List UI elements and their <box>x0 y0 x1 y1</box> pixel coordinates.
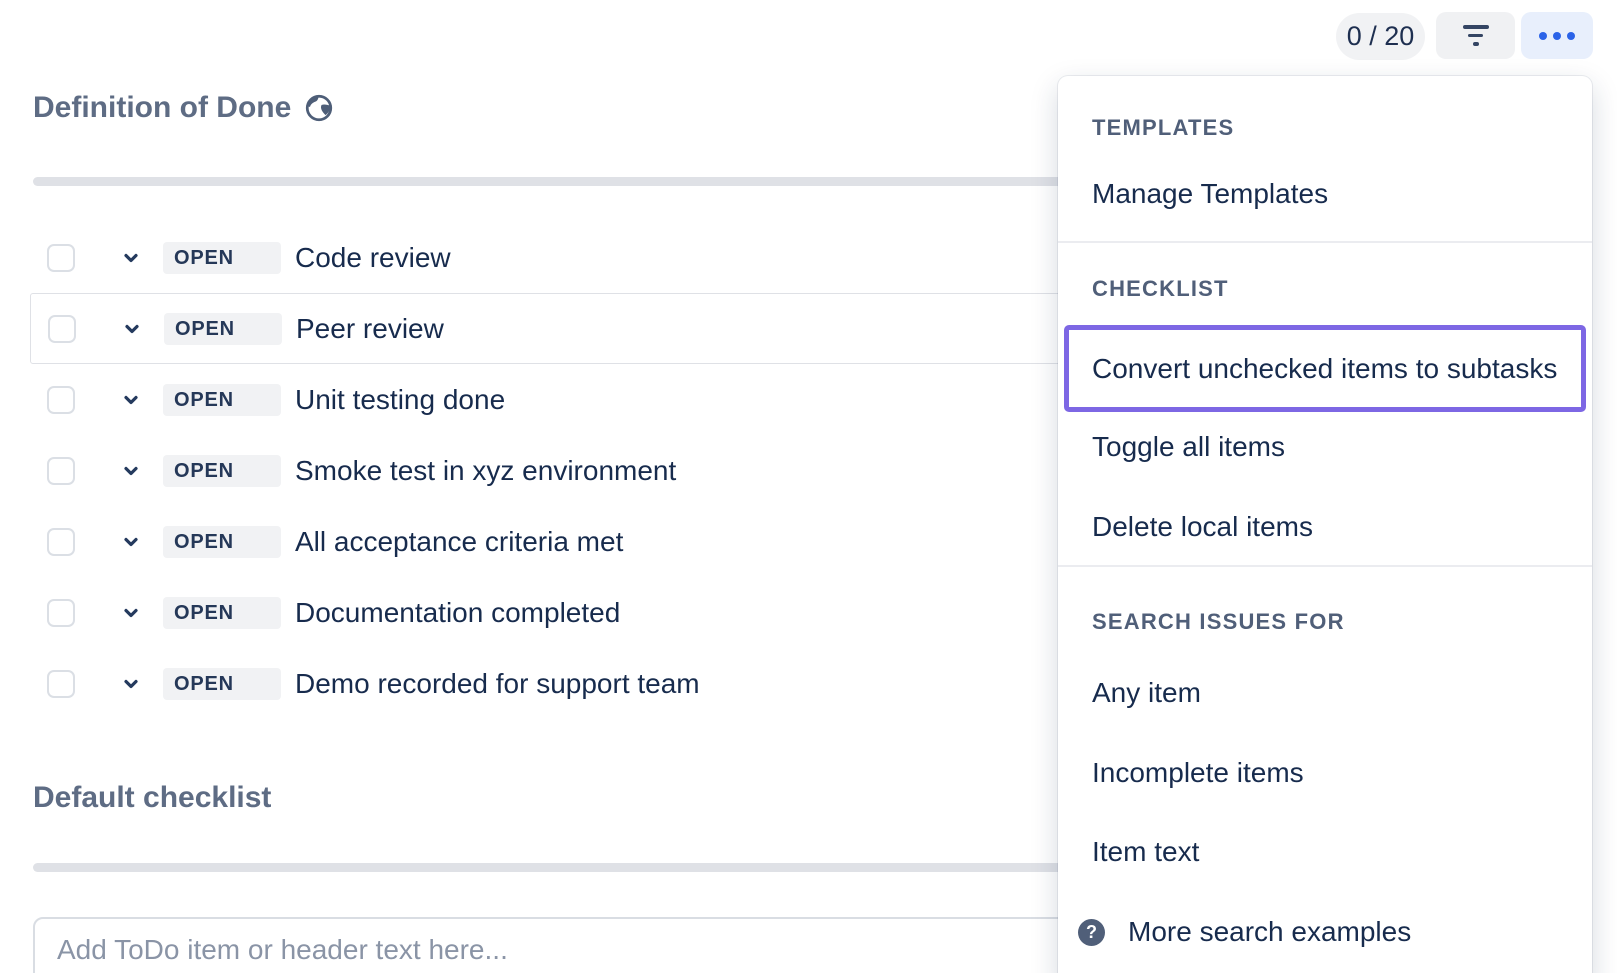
chevron-down-icon[interactable] <box>121 390 141 410</box>
menu-item-label: More search examples <box>1128 916 1412 947</box>
checklist-item-row[interactable]: OPEN Unit testing done <box>30 364 1584 435</box>
checklist-title-text: Definition of Done <box>33 91 292 124</box>
item-checkbox[interactable] <box>48 314 76 343</box>
menu-section-checklist: CHECKLIST <box>1092 276 1229 301</box>
item-checkbox[interactable] <box>47 456 75 485</box>
chevron-down-icon[interactable] <box>121 248 141 268</box>
menu-item-convert-unchecked-to-subtasks[interactable]: Convert unchecked items to subtasks <box>1064 325 1586 412</box>
checklist-item-row[interactable]: OPEN Smoke test in xyz environment <box>30 435 1584 506</box>
more-options-menu: TEMPLATES Manage Templates CHECKLIST Con… <box>1058 76 1592 973</box>
checklist-item-row[interactable]: OPEN Code review <box>30 222 1584 293</box>
checklist-item-row[interactable]: OPEN All acceptance criteria met <box>30 506 1584 577</box>
status-badge[interactable]: OPEN <box>163 667 281 700</box>
status-badge[interactable]: OPEN <box>163 241 281 274</box>
progress-bar <box>33 863 1584 872</box>
menu-item-incomplete-items[interactable]: Incomplete items <box>1092 757 1304 788</box>
menu-item-label: Convert unchecked items to subtasks <box>1092 352 1558 384</box>
checklist-title-text: Default checklist <box>33 781 272 814</box>
menu-divider <box>1058 241 1592 243</box>
menu-item-item-text[interactable]: Item text <box>1092 836 1200 867</box>
ellipsis-icon <box>1539 31 1575 40</box>
item-text[interactable]: All acceptance criteria met <box>295 525 624 557</box>
status-badge[interactable]: OPEN <box>163 596 281 629</box>
item-checkbox[interactable] <box>47 243 75 272</box>
help-icon: ? <box>1078 918 1105 946</box>
item-checkbox[interactable] <box>47 527 75 556</box>
progress-counter-badge: 0 / 20 <box>1336 13 1425 60</box>
item-checkbox[interactable] <box>47 598 75 627</box>
globe-icon <box>306 94 333 122</box>
checklist-item-row[interactable]: OPEN Documentation completed <box>30 577 1584 648</box>
menu-item-manage-templates[interactable]: Manage Templates <box>1092 178 1329 209</box>
checklist-title: Definition of Done <box>33 91 334 125</box>
menu-item-delete-local-items[interactable]: Delete local items <box>1092 511 1313 542</box>
menu-section-templates: TEMPLATES <box>1092 115 1235 140</box>
chevron-down-icon[interactable] <box>121 461 141 481</box>
menu-item-any-item[interactable]: Any item <box>1092 677 1201 708</box>
chevron-down-icon[interactable] <box>121 603 141 623</box>
status-badge[interactable]: OPEN <box>163 383 281 416</box>
checklist-item-row[interactable]: OPEN Demo recorded for support team <box>30 648 1584 719</box>
progress-bar <box>33 177 1584 186</box>
item-checkbox[interactable] <box>47 385 75 414</box>
menu-section-search-issues-for: SEARCH ISSUES FOR <box>1092 609 1345 634</box>
menu-item-more-search-examples[interactable]: ? More search examples <box>1078 916 1411 948</box>
status-badge[interactable]: OPEN <box>163 525 281 558</box>
chevron-down-icon[interactable] <box>121 532 141 552</box>
item-text[interactable]: Documentation completed <box>295 596 621 628</box>
item-text[interactable]: Unit testing done <box>295 383 506 415</box>
more-options-button[interactable] <box>1521 12 1593 59</box>
status-badge[interactable]: OPEN <box>164 312 282 345</box>
chevron-down-icon[interactable] <box>121 674 141 694</box>
status-badge[interactable]: OPEN <box>163 454 281 487</box>
menu-item-toggle-all-items[interactable]: Toggle all items <box>1092 431 1285 462</box>
item-text[interactable]: Code review <box>295 241 451 273</box>
item-text[interactable]: Peer review <box>296 312 444 344</box>
menu-divider <box>1058 565 1592 567</box>
item-text[interactable]: Demo recorded for support team <box>295 667 700 699</box>
checklist-title: Default checklist <box>33 781 271 815</box>
filter-button[interactable] <box>1436 12 1515 59</box>
item-text[interactable]: Smoke test in xyz environment <box>295 454 677 486</box>
chevron-down-icon[interactable] <box>122 319 142 339</box>
filter-icon <box>1462 25 1489 46</box>
item-checkbox[interactable] <box>47 669 75 698</box>
